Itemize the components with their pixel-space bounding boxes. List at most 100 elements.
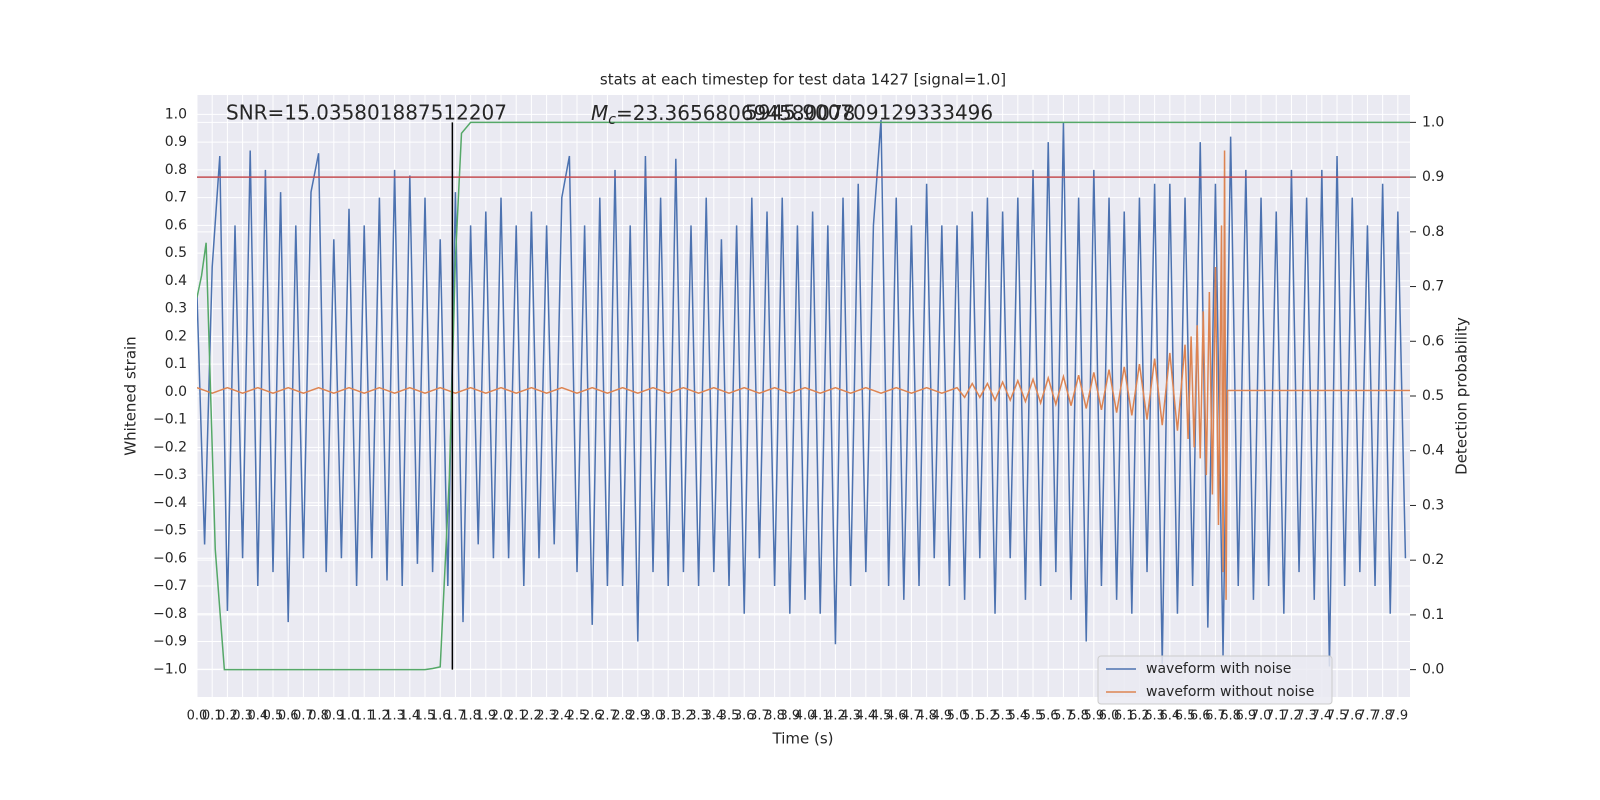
x-tick-label: 5.9 xyxy=(1083,709,1104,724)
x-tick-label: 5.1 xyxy=(962,709,983,724)
x-tick-label: 4.6 xyxy=(886,709,907,724)
y-tick-label: −0.5 xyxy=(153,523,187,539)
x-tick-label: 5.2 xyxy=(977,709,998,724)
x-tick-label: 6.7 xyxy=(1205,709,1226,724)
y2-tick-label: 0.6 xyxy=(1422,333,1444,349)
y2-tick-label: 0.2 xyxy=(1422,552,1444,568)
x-tick-label: 1.9 xyxy=(475,709,496,724)
x-tick-label: 1.3 xyxy=(384,709,405,724)
x-tick-label: 2.5 xyxy=(567,709,588,724)
x-tick-label: 7.2 xyxy=(1281,709,1302,724)
x-tick-label: 6.6 xyxy=(1190,709,1211,724)
x-tick-label: 1.5 xyxy=(415,709,436,724)
snr-annotation: SNR=15.035801887512207 xyxy=(226,101,507,125)
y2-tick-label: 0.0 xyxy=(1422,662,1444,678)
subscript: c xyxy=(608,112,616,128)
x-tick-label: 6.3 xyxy=(1144,709,1165,724)
y-tick-label: 0.7 xyxy=(165,190,187,206)
x-tick-label: 7.8 xyxy=(1372,709,1393,724)
legend-box xyxy=(1097,655,1333,705)
x-tick-label: 2.6 xyxy=(582,709,603,724)
x-tick-label: 4.8 xyxy=(916,709,937,724)
x-tick-label: 0.0 xyxy=(187,709,208,724)
x-tick-label: 7.5 xyxy=(1327,709,1348,724)
x-tick-label: 6.8 xyxy=(1220,709,1241,724)
y-tick-label: 0.5 xyxy=(165,245,187,261)
x-tick-label: 0.6 xyxy=(278,709,299,724)
x-tick-label: 2.7 xyxy=(597,709,618,724)
x-tick-label: 1.4 xyxy=(399,709,420,724)
y2-tick-label: 0.5 xyxy=(1422,388,1444,404)
x-tick-label: 3.7 xyxy=(749,709,770,724)
legend-label: waveform without noise xyxy=(1146,684,1314,700)
y2-tick-label: 0.9 xyxy=(1422,169,1444,185)
x-tick-label: 4.5 xyxy=(871,709,892,724)
x-tick-label: 6.1 xyxy=(1114,709,1135,724)
x-tick-label: 2.3 xyxy=(536,709,557,724)
y-tick-label: 0.2 xyxy=(165,328,187,344)
legend-label: waveform with noise xyxy=(1146,661,1291,677)
x-tick-label: 0.2 xyxy=(217,709,238,724)
x-tick-label: 0.1 xyxy=(202,709,223,724)
x-tick-label: 1.8 xyxy=(460,709,481,724)
x-tick-label: 7.1 xyxy=(1266,709,1287,724)
x-tick-label: 3.8 xyxy=(764,709,785,724)
y-tick-label: 0.4 xyxy=(165,273,187,289)
overlap-annotation: 5945.900709129333496 xyxy=(745,101,993,125)
x-tick-label: 1.1 xyxy=(354,709,375,724)
chart-title: stats at each timestep for test data 142… xyxy=(600,71,1006,89)
y2-axis-label: Detection probability xyxy=(1453,317,1471,475)
x-tick-label: 0.3 xyxy=(232,709,253,724)
y-tick-label: −0.9 xyxy=(153,634,187,650)
y-tick-label: −0.3 xyxy=(153,467,187,483)
x-tick-label: 6.2 xyxy=(1129,709,1150,724)
x-tick-label: 6.5 xyxy=(1175,709,1196,724)
x-tick-label: 7.9 xyxy=(1387,709,1408,724)
x-tick-label: 4.3 xyxy=(840,709,861,724)
labels: 0.00.10.20.30.40.50.60.70.80.91.01.11.21… xyxy=(153,106,1444,723)
x-tick-label: 4.1 xyxy=(810,709,831,724)
legend: waveform with noise waveform without nois… xyxy=(1097,655,1333,705)
x-tick-label: 3.2 xyxy=(673,709,694,724)
x-tick-label: 3.6 xyxy=(734,709,755,724)
x-tick-label: 2.4 xyxy=(551,709,572,724)
x-tick-label: 7.4 xyxy=(1311,709,1332,724)
x-tick-label: 7.6 xyxy=(1342,709,1363,724)
y-tick-label: 0.1 xyxy=(165,356,187,372)
y2-tick-label: 0.3 xyxy=(1422,497,1444,513)
x-tick-label: 1.6 xyxy=(430,709,451,724)
x-tick-label: 3.5 xyxy=(719,709,740,724)
x-tick-label: 6.4 xyxy=(1159,709,1180,724)
x-tick-label: 5.5 xyxy=(1023,709,1044,724)
x-tick-label: 5.6 xyxy=(1038,709,1059,724)
y-axis-label: Whitened strain xyxy=(122,336,140,455)
x-tick-label: 3.9 xyxy=(779,709,800,724)
x-tick-label: 0.5 xyxy=(263,709,284,724)
x-tick-label: 5.3 xyxy=(992,709,1013,724)
y-tick-label: 0.8 xyxy=(165,162,187,178)
x-tick-label: 4.9 xyxy=(931,709,952,724)
chirp-mass-annotation: Mc=23.365680694580078 xyxy=(591,101,855,129)
y-tick-label: −0.2 xyxy=(153,439,187,455)
x-tick-label: 2.0 xyxy=(491,709,512,724)
y-tick-label: −0.7 xyxy=(153,578,187,594)
x-tick-label: 0.7 xyxy=(293,709,314,724)
x-tick-label: 5.4 xyxy=(1007,709,1028,724)
x-tick-label: 1.7 xyxy=(445,709,466,724)
y2-tick-label: 0.7 xyxy=(1422,279,1444,295)
x-tick-label: 1.0 xyxy=(339,709,360,724)
x-tick-label: 5.8 xyxy=(1068,709,1089,724)
y-tick-label: 1.0 xyxy=(165,106,187,122)
x-tick-label: 6.0 xyxy=(1099,709,1120,724)
x-tick-label: 4.2 xyxy=(825,709,846,724)
x-tick-label: 5.0 xyxy=(947,709,968,724)
x-tick-label: 0.8 xyxy=(308,709,329,724)
y-tick-label: 0.6 xyxy=(165,217,187,233)
x-tick-label: 1.2 xyxy=(369,709,390,724)
x-tick-label: 7.3 xyxy=(1296,709,1317,724)
x-tick-label: 7.7 xyxy=(1357,709,1378,724)
x-tick-label: 0.9 xyxy=(323,709,344,724)
x-tick-label: 3.4 xyxy=(703,709,724,724)
x-tick-label: 3.3 xyxy=(688,709,709,724)
